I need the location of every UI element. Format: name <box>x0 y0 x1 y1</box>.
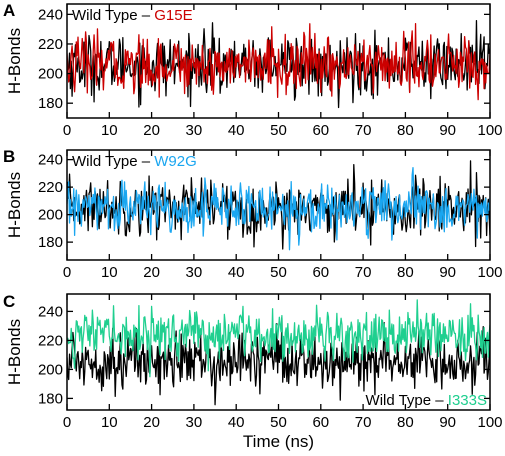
panel-A: 0 10 20 30 40 50 60 70 80 90 100 180 200 220 240 H-Bond… <box>3 1 503 139</box>
x-tick-label: 70 <box>355 264 372 281</box>
legend-reference: Wild Type – <box>72 7 154 24</box>
x-tick-label: 80 <box>397 122 414 139</box>
series-line-g15e <box>67 23 490 101</box>
x-tick-label: 100 <box>477 122 502 139</box>
x-tick-label: 60 <box>312 264 329 281</box>
series-line-wild-type <box>67 316 490 406</box>
x-tick-label: 60 <box>312 414 329 431</box>
y-tick-label: 180 <box>38 234 63 251</box>
y-tick-label: 240 <box>38 6 63 23</box>
legend-mutant: W92G <box>154 153 197 170</box>
y-tick-label: 240 <box>38 303 63 320</box>
y-tick-label: 240 <box>38 152 63 169</box>
x-tick-label: 80 <box>397 264 414 281</box>
legend: Wild Type – G15E <box>72 7 193 24</box>
y-axis-title: H-Bonds <box>5 172 24 238</box>
x-tick-label: 70 <box>355 414 372 431</box>
series-line-w92g <box>67 166 490 251</box>
x-tick-label: 50 <box>270 264 287 281</box>
series-line-i333s <box>67 299 490 378</box>
y-tick-label: 180 <box>38 390 63 407</box>
x-tick-label: 50 <box>270 414 287 431</box>
x-axis-title: Time (ns) <box>243 432 314 451</box>
x-tick-label: 20 <box>143 414 160 431</box>
y-tick-label: 220 <box>38 332 63 349</box>
x-tick-label: 90 <box>439 414 456 431</box>
y-tick-label: 180 <box>38 95 63 112</box>
legend: Wild Type – I333S <box>366 392 487 409</box>
x-tick-label: 50 <box>270 122 287 139</box>
x-tick-label: 30 <box>186 414 203 431</box>
legend-mutant: I333S <box>448 392 487 409</box>
x-tick-label: 20 <box>143 122 160 139</box>
x-tick-label: 10 <box>101 264 118 281</box>
y-tick-label: 200 <box>38 361 63 378</box>
panel-label: B <box>3 147 15 166</box>
x-tick-label: 80 <box>397 414 414 431</box>
x-tick-label: 40 <box>228 264 245 281</box>
x-tick-label: 90 <box>439 122 456 139</box>
panel-B: 0 10 20 30 40 50 60 70 80 90 100 180 200 220 240 H-Bond… <box>3 147 503 281</box>
x-tick-label: 20 <box>143 264 160 281</box>
y-axis-title: H-Bonds <box>5 319 24 385</box>
y-tick-label: 220 <box>38 179 63 196</box>
x-tick-label: 60 <box>312 122 329 139</box>
legend-reference: Wild Type – <box>366 392 448 409</box>
panel-C: 0 10 20 30 40 50 60 70 80 90 100 180 200 220 240 H-Bond… <box>3 292 503 451</box>
x-tick-label: 40 <box>228 414 245 431</box>
panel-label: C <box>3 292 15 311</box>
y-tick-label: 200 <box>38 207 63 224</box>
x-tick-label: 0 <box>63 414 71 431</box>
legend-mutant: G15E <box>154 7 192 24</box>
x-tick-label: 100 <box>477 414 502 431</box>
x-tick-label: 90 <box>439 264 456 281</box>
x-tick-label: 100 <box>477 264 502 281</box>
legend: Wild Type – W92G <box>72 153 197 170</box>
x-tick-label: 0 <box>63 264 71 281</box>
x-tick-label: 30 <box>186 264 203 281</box>
y-tick-label: 200 <box>38 66 63 83</box>
x-tick-label: 30 <box>186 122 203 139</box>
x-tick-label: 70 <box>355 122 372 139</box>
x-tick-label: 10 <box>101 122 118 139</box>
x-tick-label: 10 <box>101 414 118 431</box>
x-tick-label: 0 <box>63 122 71 139</box>
y-axis-title: H-Bonds <box>5 28 24 94</box>
panel-label: A <box>3 1 15 20</box>
y-tick-label: 220 <box>38 36 63 53</box>
legend-reference: Wild Type – <box>72 153 154 170</box>
x-tick-label: 40 <box>228 122 245 139</box>
